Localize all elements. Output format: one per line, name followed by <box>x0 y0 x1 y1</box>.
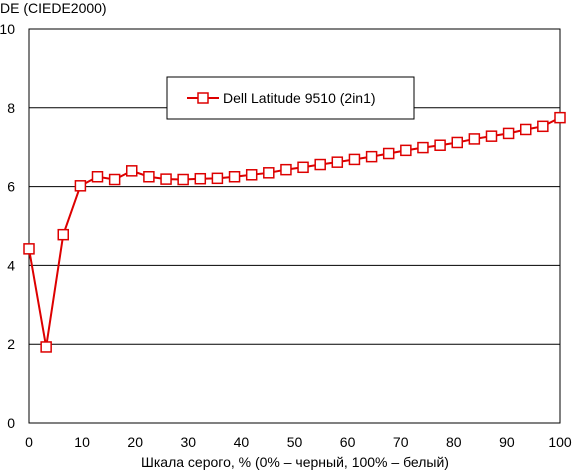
x-tick-label: 10 <box>74 434 90 450</box>
data-point <box>365 150 378 163</box>
plot-area <box>28 28 561 424</box>
x-axis-label: Шкала серого, % (0% – черный, 100% – бел… <box>141 454 449 470</box>
data-point <box>400 144 412 157</box>
data-point <box>417 141 429 154</box>
data-point <box>23 243 35 255</box>
y-tick-label: 4 <box>7 257 15 273</box>
data-point <box>211 172 224 185</box>
x-tick-label: 60 <box>340 434 356 450</box>
series-line <box>28 116 561 348</box>
y-tick-labels: 0 2 4 6 8 10 <box>0 21 15 431</box>
data-point <box>348 153 361 166</box>
x-tick-label: 20 <box>127 434 143 450</box>
x-tick-label: 40 <box>234 434 250 450</box>
x-tick-label: 80 <box>446 434 462 450</box>
data-point <box>297 161 309 174</box>
data-point <box>245 169 258 181</box>
data-point <box>331 156 344 168</box>
data-point <box>434 139 446 151</box>
x-tick-label: 100 <box>548 434 572 450</box>
data-point <box>468 133 481 145</box>
data-point <box>451 136 464 149</box>
data-point <box>485 130 498 142</box>
data-point <box>263 167 275 179</box>
data-point <box>177 173 189 186</box>
data-point <box>74 180 87 192</box>
data-point <box>91 171 104 183</box>
x-tick-label: 70 <box>393 434 409 450</box>
data-point <box>125 165 138 177</box>
legend-marker <box>197 92 209 104</box>
data-point <box>57 228 69 241</box>
x-tick-label: 30 <box>181 434 197 450</box>
data-point <box>160 173 172 185</box>
data-point <box>143 171 155 183</box>
y-tick-label: 6 <box>7 179 15 195</box>
data-point <box>228 171 241 183</box>
data-point <box>537 120 549 133</box>
data-point <box>554 111 566 124</box>
data-point <box>314 158 326 171</box>
legend-label: Dell Latitude 9510 (2in1) <box>223 90 376 106</box>
x-tick-label: 90 <box>499 434 515 450</box>
y-tick-label: 10 <box>0 21 15 37</box>
data-point <box>108 173 121 186</box>
data-point <box>382 147 395 160</box>
y-tick-label: 0 <box>7 415 15 431</box>
y-tick-label: 8 <box>7 100 15 116</box>
x-tick-label: 0 <box>25 434 33 450</box>
data-point <box>520 123 532 136</box>
data-point <box>40 341 52 353</box>
x-tick-label: 50 <box>287 434 303 450</box>
x-tick-labels: 0 10 20 30 40 50 60 70 80 90 100 <box>25 434 572 450</box>
y-tick-label: 2 <box>7 336 15 352</box>
y-axis-label: DE (CIEDE2000) <box>0 0 107 16</box>
legend: Dell Latitude 9510 (2in1) <box>166 76 415 120</box>
data-point <box>280 163 292 176</box>
series-layer <box>23 111 566 353</box>
data-point <box>502 127 515 140</box>
data-point <box>194 172 207 185</box>
